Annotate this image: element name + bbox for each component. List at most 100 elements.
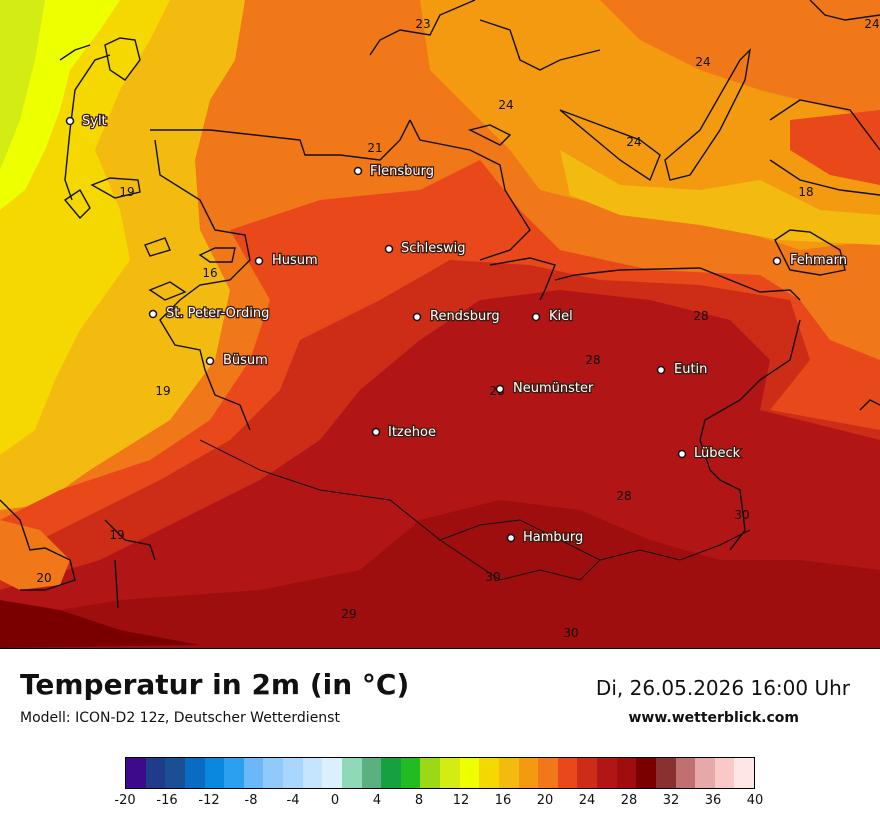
colorbar-segment (459, 758, 480, 788)
colorbar-segment (184, 758, 205, 788)
colorbar-segment (361, 758, 382, 788)
isoline-label: 24 (864, 17, 879, 31)
city-dot-icon (371, 427, 381, 437)
city-dot-icon (772, 256, 782, 266)
colorbar-segment (283, 758, 303, 788)
colorbar-tick-label: 12 (452, 793, 470, 808)
colorbar-segment (636, 758, 656, 788)
colorbar-segment (165, 758, 185, 788)
colorbar-tick-label: -12 (198, 793, 220, 808)
city-dot-icon (506, 533, 516, 543)
city-dot-icon (205, 356, 215, 366)
city-buesum: Büsum (205, 352, 269, 369)
isoline-label: 23 (415, 17, 430, 31)
city-luebeck: Lübeck (677, 445, 742, 462)
isoline-label: 24 (695, 55, 710, 69)
colorbar-segment (518, 758, 539, 788)
coastlines (0, 0, 880, 609)
field-32 (0, 600, 200, 648)
colorbar-segment (675, 758, 696, 788)
city-hamburg: Hamburg (506, 529, 585, 546)
city-label: Eutin (674, 362, 707, 377)
colorbar-segment (381, 758, 401, 788)
city-label: Flensburg (370, 164, 434, 179)
colorbar-tick-label: 36 (704, 793, 722, 808)
forecast-datetime: Di, 26.05.2026 16:00 Uhr (595, 676, 850, 700)
city-itzehoe: Itzehoe (371, 424, 437, 441)
isoline-label: 30 (563, 626, 578, 640)
city-label: Fehmarn (790, 253, 847, 268)
colorbar-tick-label: 0 (330, 793, 340, 808)
colorbar-segment (655, 758, 676, 788)
city-label: Schleswig (401, 241, 466, 256)
field-12 (0, 0, 45, 170)
isoline-label: 29 (341, 607, 356, 621)
colorbar-tick-label: 32 (662, 793, 680, 808)
website-link[interactable]: www.wetterblick.com (628, 710, 800, 726)
colorbar-segment (322, 758, 342, 788)
city-label: Kiel (549, 309, 573, 324)
isoline-label: 19 (109, 528, 124, 542)
city-dot-icon (384, 244, 394, 254)
colorbar-tick-label: -16 (156, 793, 178, 808)
colorbar-segment (597, 758, 617, 788)
city-markers: Sylt Flensburg Schleswig Husum Fehmarn S… (65, 113, 848, 546)
colorbar-segment (145, 758, 166, 788)
colorbar-segment (479, 758, 499, 788)
city-fehmarn: Fehmarn (772, 252, 848, 269)
city-dot-icon (495, 384, 505, 394)
city-dot-icon (148, 309, 158, 319)
isoline-label: 16 (202, 266, 217, 280)
isoline-label: 30 (734, 508, 749, 522)
field-elbe-mouth (0, 520, 70, 590)
city-label: Hamburg (523, 530, 583, 545)
colorbar-segment (420, 758, 440, 788)
colorbar-segment (557, 758, 578, 788)
isoline-label: 19 (119, 185, 134, 199)
colorbar-tick-label: 16 (494, 793, 512, 808)
colorbar-tick-label: -4 (286, 793, 300, 808)
isoline-label: 30 (485, 570, 500, 584)
city-dot-icon (531, 312, 541, 322)
colorbar-tick-label: -8 (244, 793, 258, 808)
colorbar-tick-label: 8 (414, 793, 424, 808)
city-eutin: Eutin (656, 361, 709, 378)
city-flensburg: Flensburg (353, 163, 435, 180)
isoline-label: 21 (367, 141, 382, 155)
field-baltic-cool (560, 150, 880, 245)
isoline-label: 19 (155, 384, 170, 398)
city-dot-icon (254, 256, 264, 266)
isoline-label: 28 (585, 353, 600, 367)
city-label: Husum (272, 253, 318, 268)
colorbar-segment (538, 758, 558, 788)
city-husum: Husum (254, 252, 319, 269)
field-30 (0, 500, 880, 648)
city-label: Itzehoe (388, 425, 436, 440)
colorbar-segment (714, 758, 735, 788)
city-label: Büsum (223, 353, 268, 368)
colorbar-tick-label: 40 (746, 793, 764, 808)
city-kiel: Kiel (531, 308, 574, 325)
isoline-label: 20 (36, 571, 51, 585)
city-rendsburg: Rendsburg (412, 308, 501, 325)
city-dot-icon (412, 312, 422, 322)
colorbar-segment (243, 758, 264, 788)
city-neumuenster: Neumünster (495, 380, 595, 397)
map-title: Temperatur in 2m (in °C) (20, 668, 410, 701)
field-baltic-warm (790, 110, 880, 185)
city-dot-icon (656, 365, 666, 375)
colorbar-segment (695, 758, 715, 788)
isoline-label: 24 (498, 98, 513, 112)
isoline-label: 24 (626, 135, 641, 149)
city-dot-icon (677, 449, 687, 459)
city-label: Sylt (82, 114, 107, 129)
city-st-peter-ording: St. Peter-Ording (148, 305, 271, 322)
city-dot-icon (65, 116, 75, 126)
temperature-map: 23 24 24 24 24 21 19 18 16 28 28 28 28 1… (0, 0, 880, 649)
state-borders (199, 439, 751, 581)
colorbar-tick-label: 24 (578, 793, 596, 808)
colorbar-segment (341, 758, 362, 788)
colorbar-tick-label: 20 (536, 793, 554, 808)
model-info: Modell: ICON-D2 12z, Deutscher Wetterdie… (20, 710, 340, 726)
isoline-label: 28 (693, 309, 708, 323)
